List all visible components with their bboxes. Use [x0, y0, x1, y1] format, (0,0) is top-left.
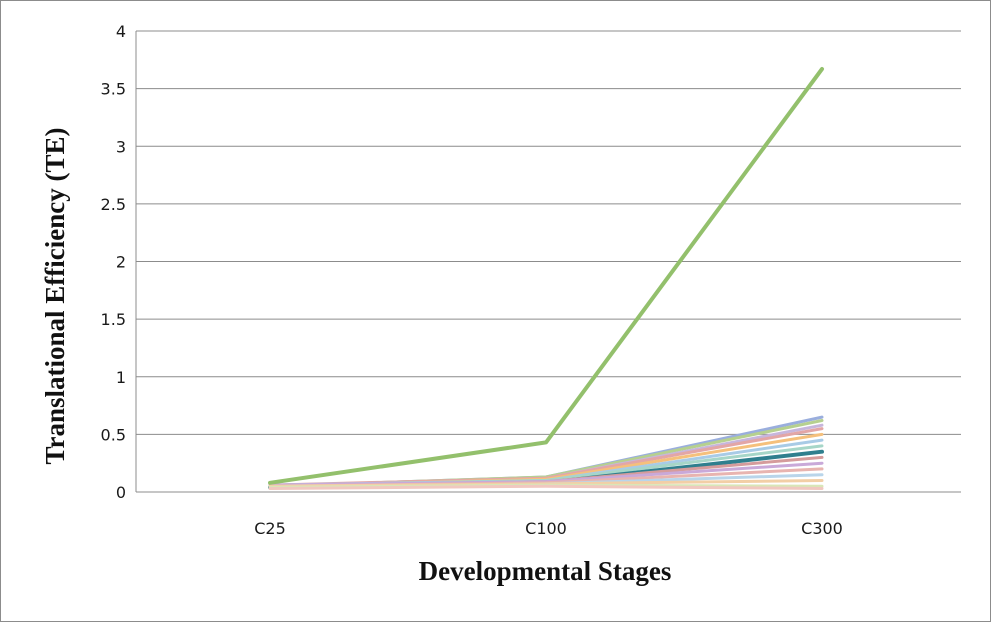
y-tick-label: 1: [116, 368, 126, 387]
y-tick-labels: 0 0.5 1 1.5 2 2.5 3 3.5 4: [101, 22, 126, 502]
x-tick-label: C300: [801, 519, 843, 538]
x-axis-title: Developmental Stages: [419, 556, 672, 586]
series-line-15: [268, 67, 824, 485]
gridlines: [135, 30, 961, 493]
y-tick-label: 3.5: [101, 80, 126, 99]
y-axis-title: Translational Efficiency (TE): [40, 128, 70, 465]
series-line-14: [268, 484, 824, 490]
x-tick-labels: C25 C100 C300: [254, 519, 843, 538]
y-tick-label: 0.5: [101, 425, 126, 444]
y-tick-label: 1.5: [101, 310, 126, 329]
series-lines: [268, 67, 824, 490]
y-tick-label: 3: [116, 137, 126, 156]
y-tick-label: 4: [116, 22, 126, 41]
y-tick-label: 2: [116, 253, 126, 272]
x-tick-label: C100: [525, 519, 567, 538]
y-tick-label: 2.5: [101, 195, 126, 214]
x-tick-label: C25: [254, 519, 286, 538]
y-tick-label: 0: [116, 483, 126, 502]
